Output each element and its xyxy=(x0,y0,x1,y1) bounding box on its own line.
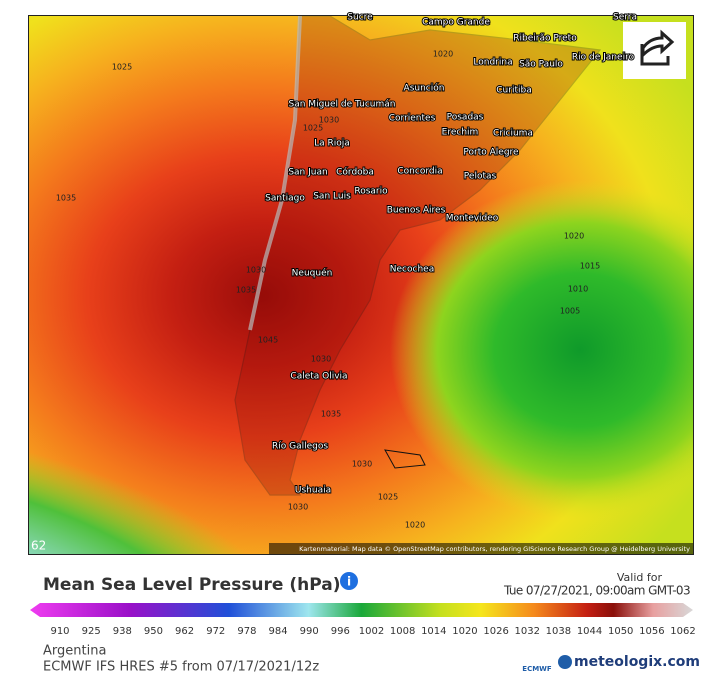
colorbar-tick-label: 978 xyxy=(237,626,256,637)
city-label: Ushuaia xyxy=(295,486,331,496)
colorbar-tick-label: 972 xyxy=(206,626,225,637)
colorbar-tick-label: 1014 xyxy=(421,626,446,637)
city-label: Rio de Janeiro xyxy=(572,53,635,63)
model-run: ECMWF IFS HRES #5 from 07/17/2021/12z xyxy=(43,660,319,675)
region: Argentina xyxy=(43,644,106,659)
city-label: Rosario xyxy=(354,187,388,197)
colorbar-tick-label: 1062 xyxy=(670,626,695,637)
colorbar-tick-label: 1026 xyxy=(483,626,508,637)
colorbar-tick-label: 910 xyxy=(50,626,69,637)
city-label: Concordia xyxy=(397,167,442,177)
brand: meteologix.com xyxy=(574,654,700,670)
city-label: Ribeirão Preto xyxy=(513,34,577,44)
city-label: Londrina xyxy=(473,58,512,68)
city-label: Pelotas xyxy=(464,172,497,182)
isobar-label: 1020 xyxy=(433,50,453,59)
isobar-label: 1020 xyxy=(564,232,584,241)
colorbar-tick-label: 950 xyxy=(144,626,163,637)
isobar-label: 1025 xyxy=(378,493,398,502)
city-label: Buenos Aires xyxy=(387,206,446,216)
city-label: Neuquén xyxy=(292,268,333,279)
city-label: Serra xyxy=(613,13,637,23)
brand-icon xyxy=(558,655,572,669)
isobar-label: 1030 xyxy=(319,116,339,125)
colorbar-tick-label: 1002 xyxy=(359,626,384,637)
colorbar-tick-label: 1056 xyxy=(639,626,664,637)
isobar-label: 1005 xyxy=(560,307,580,316)
legend-title: Mean Sea Level Pressure (hPa) xyxy=(43,575,340,595)
city-label: Erechim xyxy=(442,128,479,138)
colorbar-tick-label: 996 xyxy=(331,626,350,637)
frame-number: 62 xyxy=(31,539,46,553)
isobar-label: 1030 xyxy=(288,503,308,512)
share-icon xyxy=(640,29,675,66)
isobar-label: 1030 xyxy=(246,266,266,275)
colorbar-tick-label: 990 xyxy=(300,626,319,637)
city-label: Caleta Olivia xyxy=(290,372,347,382)
share-button[interactable] xyxy=(623,22,686,79)
colorbar-tick-label: 962 xyxy=(175,626,194,637)
isobar-label: 1010 xyxy=(568,285,588,294)
city-label: São Paulo xyxy=(519,60,563,70)
colorbar-tick-label: 1044 xyxy=(577,626,602,637)
colorbar-tick-label: 1020 xyxy=(452,626,477,637)
colorbar-tick-label: 1050 xyxy=(608,626,633,637)
colorbar-tick-label: 938 xyxy=(113,626,132,637)
valid-time: Tue 07/27/2021, 09:00am GMT-03 xyxy=(503,584,690,598)
isobar-label: 1035 xyxy=(56,194,76,203)
isobar-label: 1045 xyxy=(258,336,278,345)
isobar-label: 1020 xyxy=(405,521,425,530)
colorbar-tick-label: 925 xyxy=(82,626,101,637)
city-label: Posadas xyxy=(447,113,484,123)
city-label: Río Gallegos xyxy=(272,442,328,452)
isobar-label: 1025 xyxy=(303,124,323,133)
city-label: Criciuma xyxy=(493,129,533,139)
colorbar-tick-label: 1032 xyxy=(515,626,540,637)
city-label: Asunción xyxy=(404,83,445,94)
city-label: Montevideo xyxy=(446,214,499,224)
city-label: Necochea xyxy=(390,265,434,275)
isobar-label: 1015 xyxy=(580,262,600,271)
map xyxy=(29,16,693,554)
colorbar-tick-label: 984 xyxy=(269,626,288,637)
city-label: San Miguel de Tucumán xyxy=(289,100,396,110)
city-label: San Juan xyxy=(288,168,327,178)
info-glyph: i xyxy=(347,575,351,589)
isobar-label: 1035 xyxy=(236,286,256,295)
city-label: Córdoba xyxy=(336,167,374,178)
city-label: Sucre xyxy=(347,13,373,23)
isobar-label: 1035 xyxy=(321,410,341,419)
colorbar xyxy=(30,603,693,617)
colorbar-tick-label: 1038 xyxy=(546,626,571,637)
city-label: Porto Alegre xyxy=(463,148,519,158)
info-icon[interactable] xyxy=(340,572,358,590)
valid-label: Valid for xyxy=(617,571,663,584)
colorbar-tick-label: 1008 xyxy=(390,626,415,637)
city-label: San Luis xyxy=(313,192,351,202)
city-label: Corrientes xyxy=(389,114,436,124)
isobar-label: 1030 xyxy=(311,355,331,364)
city-label: Curitiba xyxy=(496,86,531,96)
ecmwf-logo: ECMWF xyxy=(522,665,552,673)
city-label: La Rioja xyxy=(314,139,350,149)
isobar-label: 1025 xyxy=(112,63,132,72)
city-label: Santiago xyxy=(265,194,305,204)
attribution: Kartenmaterial: Map data © OpenStreetMap… xyxy=(299,545,690,553)
isobar-label: 1030 xyxy=(352,460,372,469)
city-label: Campo Grande xyxy=(422,18,490,28)
